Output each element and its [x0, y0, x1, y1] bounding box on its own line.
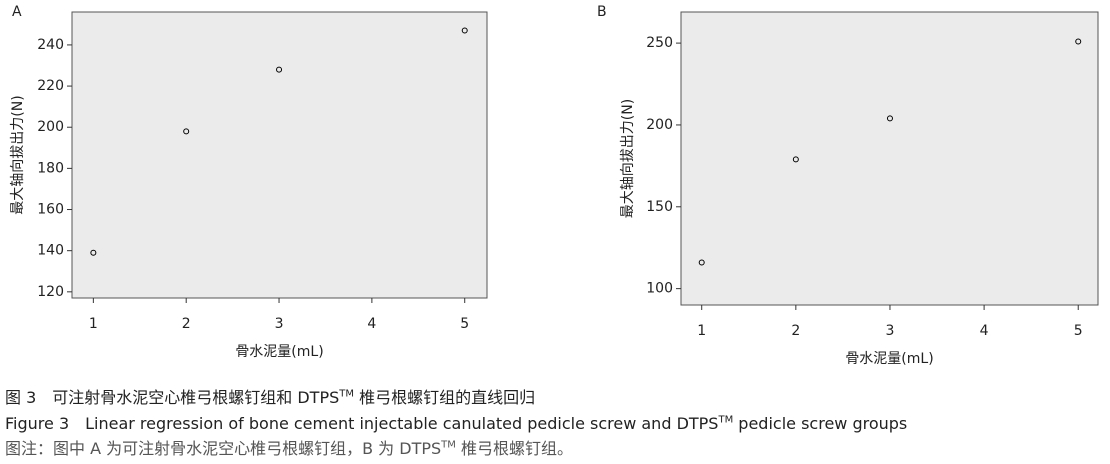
x-axis-title: 骨水泥量(mL) — [235, 344, 323, 360]
y-tick-label: 180 — [37, 160, 64, 176]
caption-en: Figure 3 Linear regression of bone cemen… — [5, 410, 907, 434]
caption-text: pedicle screw groups — [733, 414, 908, 433]
x-tick-label: 2 — [182, 316, 191, 332]
x-tick-label: 3 — [886, 323, 895, 339]
point — [792, 156, 799, 163]
y-tick-label: 200 — [37, 119, 64, 135]
y-tick-label: 220 — [37, 78, 64, 94]
caption-text: 图 3 可注射骨水泥空心椎弓根螺钉组和 DTPS — [5, 388, 340, 407]
caption-note: 图注：图中 A 为可注射骨水泥空心椎弓根螺钉组，B 为 DTPSTM 椎弓根螺钉… — [5, 435, 573, 459]
caption-text: Figure 3 Linear regression of bone cemen… — [5, 414, 719, 433]
y-axis-title: 最大轴向拔出力(N) — [620, 99, 636, 218]
point — [276, 66, 283, 73]
caption-sup: TM — [339, 388, 355, 400]
panel-label: B — [597, 4, 607, 20]
y-tick-label: 140 — [37, 243, 64, 259]
y-tick-label: 200 — [646, 117, 673, 133]
charts: A 120 140 160 180 200 220 240 1 2 3 4 5 骨水泥量(mL) 最大轴向拔… — [10, 4, 1099, 367]
x-tick-label: 5 — [460, 316, 469, 332]
y-tick-label: 250 — [646, 35, 673, 51]
caption-text: 图注：图中 A 为可注射骨水泥空心椎弓根螺钉组，B 为 DTPS — [5, 439, 442, 458]
x-tick-label: 1 — [697, 323, 706, 339]
x-tick-label: 2 — [791, 323, 800, 339]
point — [183, 128, 190, 135]
caption-sup: TM — [718, 414, 734, 426]
y-axis-title: 最大轴向拔出力(N) — [10, 95, 26, 214]
point — [1075, 38, 1082, 45]
x-axis-title: 骨水泥量(mL) — [845, 351, 933, 367]
caption-text: 椎弓根螺钉组的直线回归 — [354, 388, 536, 407]
caption-sup: TM — [441, 439, 456, 451]
x-tick-label: 4 — [367, 316, 376, 332]
y-tick-label: 100 — [646, 281, 673, 297]
y-tick-label: 150 — [646, 199, 673, 215]
point — [461, 27, 468, 34]
y-tick-label: 160 — [37, 202, 64, 218]
panel-label: A — [12, 4, 22, 20]
point — [698, 259, 705, 266]
caption-text: 椎弓根螺钉组。 — [455, 439, 574, 458]
plot-area — [680, 11, 1099, 306]
plot-area — [71, 11, 488, 299]
point — [90, 249, 97, 256]
x-tick-label: 4 — [980, 323, 989, 339]
caption-cn: 图 3 可注射骨水泥空心椎弓根螺钉组和 DTPSTM 椎弓根螺钉组的直线回归 — [5, 384, 535, 408]
x-tick-label: 1 — [89, 316, 98, 332]
x-tick-label: 3 — [275, 316, 284, 332]
y-tick-label: 240 — [37, 37, 64, 53]
x-tick-label: 5 — [1074, 323, 1083, 339]
y-tick-label: 120 — [37, 284, 64, 300]
point — [886, 115, 893, 122]
